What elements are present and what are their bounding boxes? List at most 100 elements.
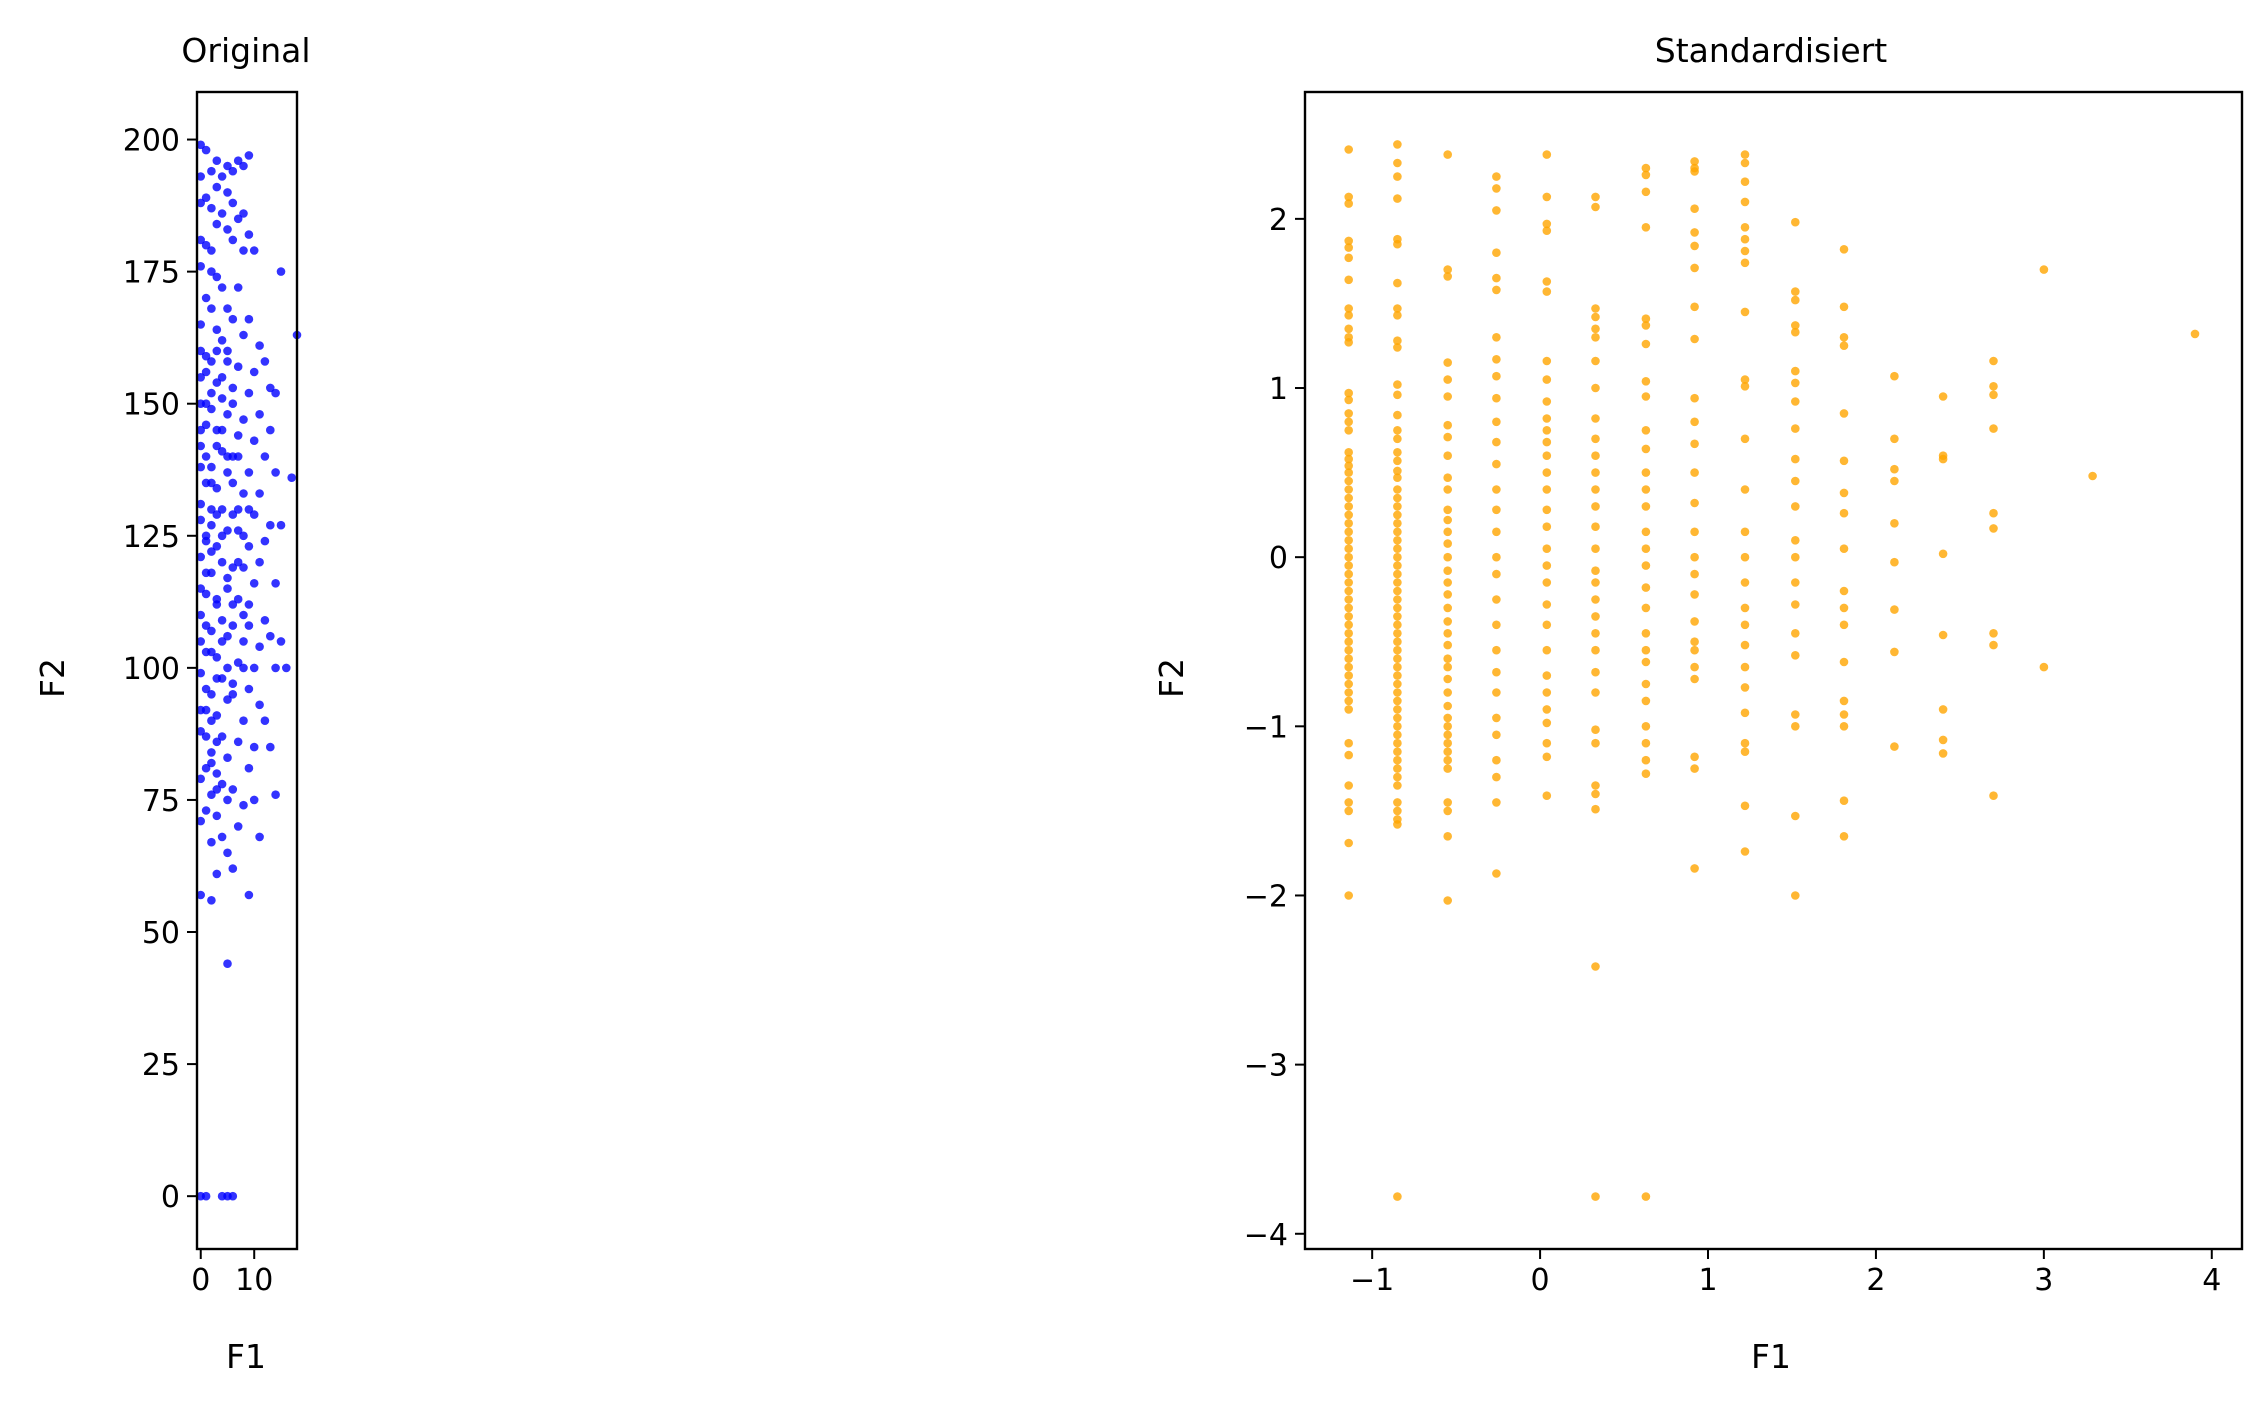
- data-point: [1393, 456, 1402, 466]
- data-point: [1791, 600, 1800, 609]
- y-tick-label: −1: [1244, 710, 1288, 745]
- data-point: [1393, 536, 1402, 545]
- data-point: [1393, 747, 1402, 756]
- data-point: [196, 172, 205, 181]
- data-point: [1393, 569, 1402, 579]
- data-point: [212, 542, 222, 551]
- data-point: [255, 489, 264, 498]
- data-point: [1344, 781, 1353, 790]
- data-point: [1542, 485, 1552, 494]
- data-point: [1542, 375, 1552, 384]
- data-point: [1393, 755, 1402, 765]
- data-point: [201, 145, 211, 155]
- data-point: [1740, 552, 1750, 562]
- data-point: [1344, 461, 1353, 471]
- data-point: [1443, 747, 1452, 756]
- data-point: [1492, 417, 1501, 427]
- data-point: [1890, 371, 1899, 381]
- data-point: [233, 505, 243, 514]
- data-point: [217, 172, 227, 181]
- data-point: [1690, 334, 1699, 344]
- data-point: [1542, 578, 1552, 587]
- data-point: [1393, 603, 1402, 613]
- data-point: [1443, 738, 1452, 748]
- data-point: [1492, 713, 1501, 723]
- data-point: [1740, 620, 1750, 630]
- y-tick-label: 175: [123, 256, 180, 291]
- data-point: [1393, 410, 1402, 420]
- data-point: [244, 542, 254, 551]
- data-point: [1740, 485, 1750, 494]
- data-point: [1641, 769, 1651, 778]
- data-point: [239, 209, 248, 218]
- data-point: [1393, 519, 1402, 528]
- data-point: [217, 637, 227, 646]
- x-tick-label: 0: [1531, 1263, 1550, 1298]
- data-point: [1690, 645, 1699, 655]
- data-point: [1344, 236, 1353, 246]
- data-point: [1393, 1192, 1402, 1201]
- data-point: [1492, 869, 1501, 878]
- data-point: [1839, 586, 1849, 596]
- y-tick-label: 100: [123, 652, 180, 687]
- data-point: [1641, 468, 1651, 477]
- data-point: [1890, 742, 1899, 751]
- data-point: [1344, 476, 1353, 486]
- data-point: [1690, 674, 1699, 684]
- data-point: [1591, 468, 1600, 477]
- data-point: [1839, 832, 1849, 841]
- data-point: [1542, 219, 1552, 229]
- data-point: [223, 795, 232, 805]
- data-point: [196, 515, 205, 525]
- data-point: [255, 700, 264, 710]
- y-tick-label: 0: [1269, 541, 1288, 576]
- data-point: [1641, 544, 1651, 553]
- data-point: [1443, 375, 1452, 384]
- data-point: [1443, 662, 1452, 672]
- data-point: [223, 304, 232, 313]
- data-point: [1591, 667, 1600, 677]
- data-point: [1591, 781, 1600, 790]
- data-point: [260, 536, 270, 546]
- data-point: [228, 198, 238, 208]
- data-point: [212, 441, 222, 451]
- data-point: [1641, 722, 1651, 731]
- data-point: [1690, 590, 1699, 599]
- data-point: [1542, 620, 1552, 630]
- data-point: [1641, 163, 1651, 173]
- data-point: [1344, 629, 1353, 638]
- data-point: [1393, 510, 1402, 520]
- data-point: [239, 800, 248, 810]
- data-point: [1938, 549, 1948, 559]
- data-point: [1344, 603, 1353, 613]
- data-point: [1344, 395, 1353, 405]
- data-point: [1443, 654, 1452, 663]
- data-point: [1890, 519, 1899, 528]
- data-point: [1393, 713, 1402, 723]
- data-point: [1542, 688, 1552, 697]
- data-point: [249, 663, 259, 673]
- data-point: [1344, 536, 1353, 545]
- chart-title: Standardisiert: [1655, 31, 1888, 70]
- data-point: [1344, 409, 1353, 418]
- data-point: [1791, 651, 1800, 660]
- data-point: [1938, 392, 1948, 401]
- data-point: [239, 716, 248, 725]
- data-point: [1791, 476, 1800, 486]
- data-point: [1591, 451, 1600, 461]
- data-point: [1542, 738, 1552, 748]
- data-point: [1839, 508, 1849, 518]
- data-point: [201, 621, 211, 630]
- data-point: [1989, 382, 1998, 391]
- data-point: [207, 626, 216, 636]
- data-point: [1839, 333, 1849, 342]
- data-point: [1492, 459, 1501, 469]
- data-point: [1791, 366, 1800, 376]
- data-point: [1393, 586, 1402, 596]
- data-point: [1938, 454, 1948, 464]
- data-point: [207, 166, 216, 176]
- data-point: [260, 357, 270, 366]
- data-point: [239, 531, 248, 541]
- data-point: [1492, 552, 1501, 562]
